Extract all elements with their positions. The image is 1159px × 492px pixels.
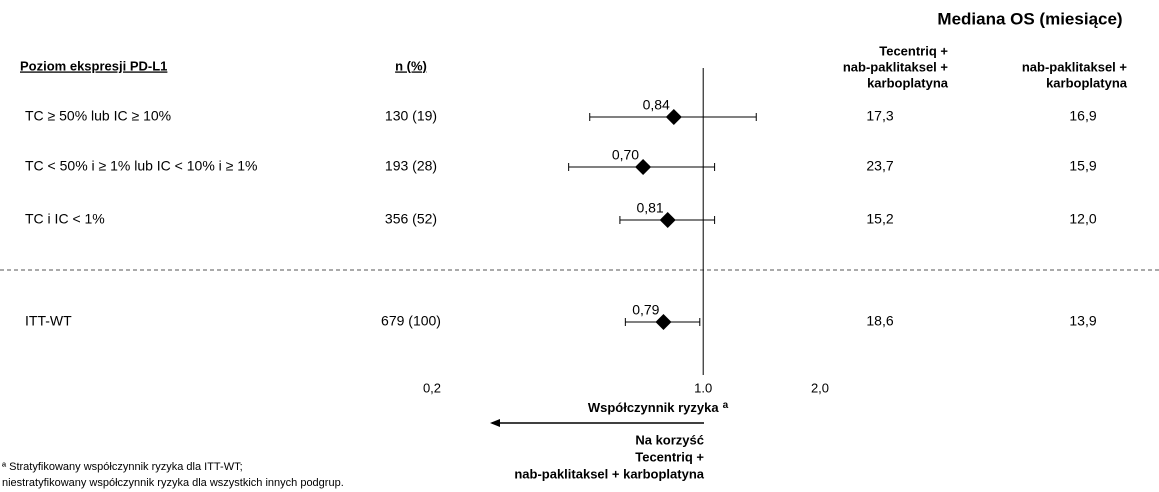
favor-label: Tecentriq + — [635, 449, 704, 464]
x-axis-label-sup: a — [723, 400, 729, 411]
value-label: 0,84 — [643, 97, 670, 113]
os-value: 17,3 — [866, 108, 893, 124]
value-label: 0,70 — [612, 147, 639, 163]
os-header: nab-paklitaksel + — [843, 59, 949, 74]
footnote: ª Stratyfikowany współczynnik ryzyka dla… — [2, 461, 243, 473]
n-label: 679 (100) — [381, 313, 441, 329]
favor-label: nab-paklitaksel + karboplatyna — [514, 466, 704, 481]
os-header: karboplatyna — [1046, 75, 1128, 90]
row-label: TC < 50% i ≥ 1% lub IC < 10% i ≥ 1% — [25, 158, 257, 174]
os-header: nab-paklitaksel + — [1022, 59, 1128, 74]
x-tick-label: 1.0 — [694, 380, 712, 395]
hr-diamond — [655, 314, 672, 330]
os-value: 23,7 — [866, 158, 893, 174]
row-label: ITT-WT — [25, 313, 72, 329]
chart-title: Mediana OS (miesiące) — [937, 9, 1122, 28]
x-tick-label: 0,2 — [423, 380, 441, 395]
x-axis-label: Współczynnik ryzyka a — [588, 400, 729, 416]
row-label: TC ≥ 50% lub IC ≥ 10% — [25, 108, 171, 124]
value-label: 0,81 — [636, 200, 663, 216]
os-value: 18,6 — [866, 313, 893, 329]
favor-label: Na korzyść — [635, 432, 704, 447]
os-value: 15,9 — [1069, 158, 1096, 174]
os-header: Tecentriq + — [879, 43, 948, 58]
x-tick-label: 2,0 — [811, 380, 829, 395]
os-value: 15,2 — [866, 211, 893, 227]
hr-diamond — [635, 159, 652, 175]
arrow-head — [490, 419, 500, 427]
os-value: 13,9 — [1069, 313, 1096, 329]
n-label: 130 (19) — [385, 108, 437, 124]
footnote: niestratyfikowany współczynnik ryzyka dl… — [2, 477, 344, 489]
row-label: TC i IC < 1% — [25, 211, 105, 227]
hr-diamond — [659, 212, 676, 228]
n-header: n (%) — [395, 58, 427, 73]
os-value: 16,9 — [1069, 108, 1096, 124]
n-label: 356 (52) — [385, 211, 437, 227]
row-header: Poziom ekspresji PD-L1 — [20, 58, 167, 73]
value-label: 0,79 — [632, 302, 659, 318]
hr-diamond — [665, 109, 682, 125]
os-header: karboplatyna — [867, 75, 949, 90]
os-value: 12,0 — [1069, 211, 1096, 227]
n-label: 193 (28) — [385, 158, 437, 174]
x-axis-label-text: Współczynnik ryzyka — [588, 400, 720, 415]
